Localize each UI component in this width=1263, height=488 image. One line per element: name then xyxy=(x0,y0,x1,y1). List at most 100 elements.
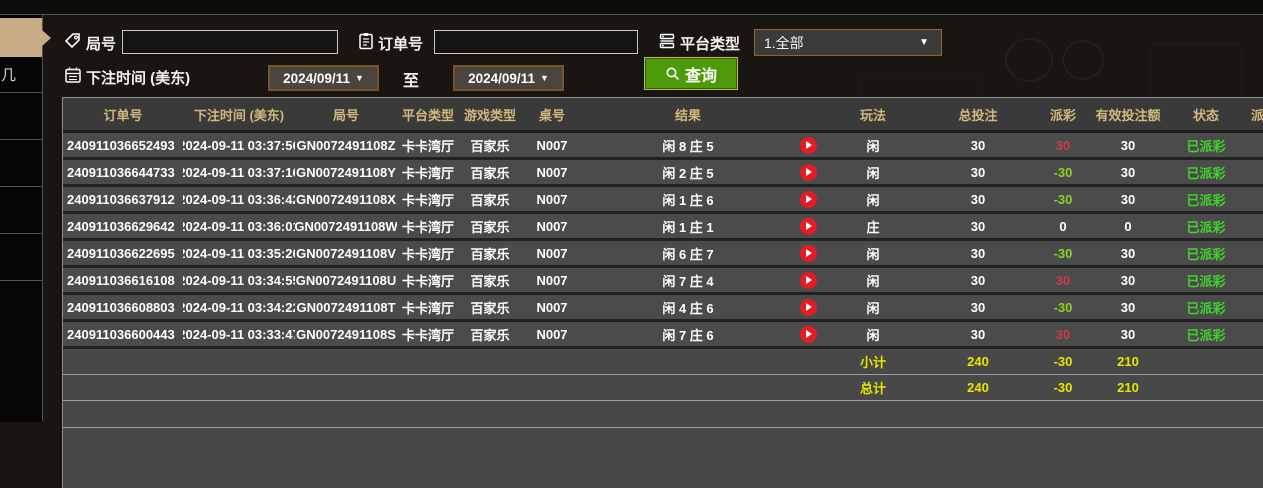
empty-row xyxy=(63,428,1263,488)
cell-bet-time: 2024-09-11 03:35:26 xyxy=(183,245,295,261)
play-video-icon[interactable] xyxy=(799,244,817,262)
query-button[interactable]: 查询 xyxy=(644,57,738,90)
cell-order-id: 240911036608803 xyxy=(67,299,175,315)
cell-empty xyxy=(63,375,823,400)
cell-platform: 卡卡湾厅 xyxy=(401,138,454,154)
cell-result: 闲 4 庄 6 xyxy=(662,300,714,316)
cell-payout: 0 xyxy=(1059,218,1067,234)
cell-table-no: N007 xyxy=(536,191,568,207)
chevron-down-icon: ▼ xyxy=(539,73,549,83)
bet-time-from-picker[interactable]: 2024/09/11 ▼ xyxy=(268,65,379,91)
cell-play-type: 闲 xyxy=(866,300,880,316)
cell-total-bet: 240 xyxy=(967,380,989,395)
cell-total-bet: 30 xyxy=(970,218,986,234)
cell-total-bet: 30 xyxy=(970,137,986,153)
cell-valid-bet: 30 xyxy=(1120,164,1136,180)
column-header: 局号 xyxy=(332,107,359,123)
cell-valid-bet: 30 xyxy=(1120,191,1136,207)
cell-status: 已派彩 xyxy=(1186,219,1226,235)
cell-bet-time: 2024-09-11 03:34:55 xyxy=(183,272,295,288)
cell-order-id: 240911036637912 xyxy=(67,191,175,207)
cell-total-bet: 30 xyxy=(970,272,986,288)
search-icon xyxy=(666,67,680,80)
table-row: 240911036622695 2024-09-11 03:35:26 GN0072… xyxy=(63,241,1263,268)
sidebar-item[interactable] xyxy=(0,140,42,187)
cell-game-no: GN0072491108S xyxy=(296,326,396,342)
order-no-input[interactable] xyxy=(434,30,638,54)
calendar-icon xyxy=(64,66,82,84)
cell-order-id: 240911036644733 xyxy=(67,164,175,180)
cell-valid-bet: 30 xyxy=(1120,272,1136,288)
column-header: 桌号 xyxy=(538,107,565,123)
cell-payout: -30 xyxy=(1053,164,1073,180)
cell-table-no: N007 xyxy=(536,164,568,180)
cell-total-bet: 30 xyxy=(970,245,986,261)
table-row: 240911036600443 2024-09-11 03:33:47 GN0072… xyxy=(63,322,1263,349)
cell-table-no: N007 xyxy=(536,245,568,261)
cell-empty xyxy=(63,349,823,374)
cell-status: 已派彩 xyxy=(1186,165,1226,181)
cell-video xyxy=(793,322,823,346)
cell-table-no: N007 xyxy=(536,272,568,288)
grandtotal-row: 总计 240 -30 210 xyxy=(63,375,1263,401)
cell-result: 闲 1 庄 6 xyxy=(662,192,714,208)
play-video-icon[interactable] xyxy=(799,217,817,235)
cell-empty xyxy=(1249,241,1263,265)
sidebar-item-selected[interactable] xyxy=(0,18,51,57)
bet-time-to-picker[interactable]: 2024/09/11 ▼ xyxy=(453,65,564,91)
cell-game-type: 百家乐 xyxy=(470,219,510,235)
cell-game-no: GN0072491108Y xyxy=(296,164,396,180)
sidebar-item[interactable] xyxy=(0,93,42,140)
cell-valid-bet: 210 xyxy=(1117,380,1139,395)
cell-payout: 30 xyxy=(1055,326,1071,342)
cell-platform: 卡卡湾厅 xyxy=(401,192,454,208)
sidebar-item[interactable] xyxy=(0,234,42,281)
cell-platform: 卡卡湾厅 xyxy=(401,246,454,262)
cell-empty xyxy=(1163,375,1249,400)
sidebar-item[interactable] xyxy=(0,187,42,234)
cell-play-type: 闲 xyxy=(866,138,880,154)
game-no-input[interactable] xyxy=(122,30,338,54)
cell-empty xyxy=(1249,268,1263,292)
sidebar-item[interactable]: 几 xyxy=(0,57,42,93)
play-video-icon[interactable] xyxy=(799,325,817,343)
cell-status: 已派彩 xyxy=(1186,300,1226,316)
cell-video xyxy=(793,160,823,184)
cell-payout: -30 xyxy=(1053,354,1073,369)
platform-type-select[interactable]: 1.全部 ▼ xyxy=(754,29,942,56)
cell-table-no: N007 xyxy=(536,137,568,153)
cell-total-bet: 30 xyxy=(970,191,986,207)
column-header: 平台类型 xyxy=(401,107,454,123)
bet-records-table: 订单号 下注时间 (美东) 局号 平台类型 游戏类型 桌号 结果 玩法 总投注 派彩 有效投注额 状态… xyxy=(62,97,1263,488)
sidebar-filler xyxy=(0,281,42,422)
column-header: 有效投注额 xyxy=(1095,107,1161,123)
cell-status: 已派彩 xyxy=(1186,327,1226,343)
cell-play-type: 闲 xyxy=(866,246,880,262)
cell-game-no: GN0072491108W xyxy=(295,218,397,234)
play-video-icon[interactable] xyxy=(799,271,817,289)
cell-game-no: GN0072491108Z xyxy=(296,137,396,153)
cell-result: 闲 7 庄 6 xyxy=(662,327,714,343)
column-header: 状态 xyxy=(1192,107,1219,123)
cell-valid-bet: 30 xyxy=(1120,326,1136,342)
cell-bet-time: 2024-09-11 03:37:16 xyxy=(183,164,295,180)
cell-empty xyxy=(1249,133,1263,157)
cell-order-id: 240911036652493 xyxy=(67,137,175,153)
play-video-icon[interactable] xyxy=(799,190,817,208)
column-header: 订单号 xyxy=(103,107,143,123)
cell-total-bet: 240 xyxy=(967,354,989,369)
play-video-icon[interactable] xyxy=(799,136,817,154)
cell-video xyxy=(793,133,823,157)
cell-table-no: N007 xyxy=(536,326,568,342)
cell-total-bet: 30 xyxy=(970,164,986,180)
grandtotal-label: 总计 xyxy=(859,381,886,396)
list-icon xyxy=(658,32,676,50)
column-header xyxy=(793,98,823,130)
play-video-icon[interactable] xyxy=(799,163,817,181)
cell-empty xyxy=(1249,214,1263,238)
cell-game-type: 百家乐 xyxy=(470,138,510,154)
play-video-icon[interactable] xyxy=(799,298,817,316)
game-no-label: 局号 xyxy=(86,36,117,53)
table-header-row: 订单号 下注时间 (美东) 局号 平台类型 游戏类型 桌号 结果 玩法 总投注 派彩 有效投注额 状态… xyxy=(63,98,1263,133)
clipboard-icon xyxy=(357,32,375,50)
